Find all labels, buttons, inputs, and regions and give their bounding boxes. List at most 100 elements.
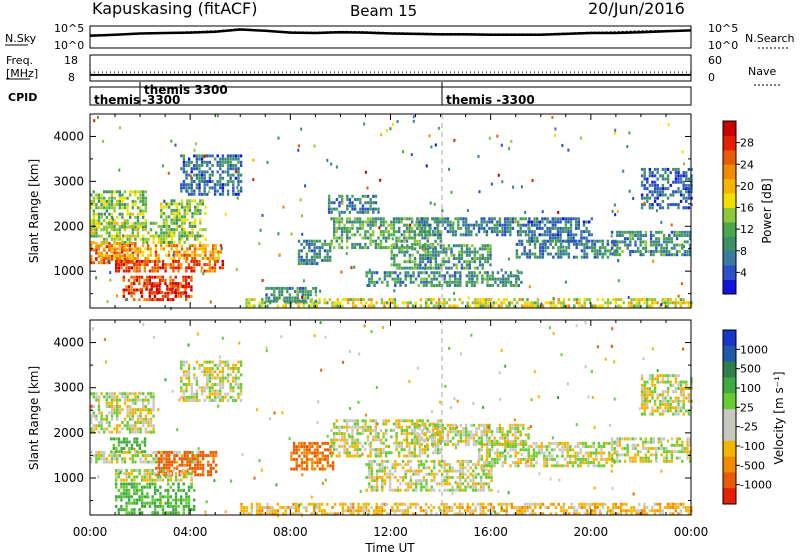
power-cell [400, 220, 403, 224]
velocity-cell [126, 424, 129, 428]
velocity-cell [190, 472, 193, 476]
power-cell [664, 167, 667, 171]
power-cell [643, 196, 646, 200]
power-cell [396, 120, 399, 124]
power-cell [180, 224, 184, 228]
power-cell [90, 234, 93, 238]
velocity-cell [208, 392, 212, 396]
power-cell [169, 307, 172, 311]
freq-label-bottom: [MHz] [6, 67, 38, 80]
velocity-cell [172, 469, 175, 472]
power-cell [190, 285, 193, 289]
velocity-cell [421, 451, 424, 455]
power-cell [187, 157, 191, 161]
power-cell [273, 299, 276, 303]
power-cell [130, 294, 133, 298]
power-cell [497, 173, 500, 177]
power-cell [103, 228, 106, 232]
power-cell [353, 217, 357, 221]
velocity-cell [413, 432, 416, 436]
velocity-cell [378, 509, 381, 513]
power-cell [583, 304, 586, 308]
power-cell [534, 304, 537, 308]
velocity-cell [201, 454, 205, 458]
power-cell [636, 250, 640, 253]
velocity-cell [346, 425, 349, 429]
power-cell [131, 257, 134, 260]
velocity-cell [297, 506, 300, 509]
velocity-cell [418, 444, 422, 448]
power-cell [557, 255, 560, 259]
velocity-cell [167, 478, 170, 482]
power-cell [434, 217, 437, 221]
velocity-cell [139, 392, 142, 396]
power-cell [186, 250, 189, 254]
power-cell [156, 298, 159, 302]
velocity-cell [567, 512, 571, 516]
power-cell [359, 217, 362, 221]
power-cell [196, 234, 199, 238]
power-cell [268, 301, 272, 305]
power-cell [280, 293, 284, 297]
velocity-cell [250, 509, 253, 513]
velocity-cell [305, 454, 309, 458]
power-cell [204, 247, 207, 251]
power-cell [175, 215, 179, 219]
power-cell [465, 284, 468, 287]
power-cell [677, 177, 680, 181]
power-cell [439, 246, 442, 250]
power-cell [478, 263, 482, 267]
velocity-cell [383, 502, 386, 506]
power-cell [528, 242, 532, 246]
velocity-cell [418, 448, 422, 452]
power-cell [191, 244, 194, 248]
power-cell [557, 252, 560, 256]
power-cell [501, 233, 504, 237]
power-cell [186, 205, 189, 209]
power-cell [162, 221, 166, 225]
velocity-cell [671, 502, 675, 506]
velocity-cell [208, 386, 212, 390]
velocity-cell [567, 506, 571, 509]
power-cell [519, 226, 522, 230]
power-cell [554, 242, 558, 246]
power-cell [362, 304, 365, 308]
power-cell [190, 269, 193, 273]
power-cell [182, 167, 186, 171]
power-cell [134, 248, 137, 252]
velocity-cell [146, 475, 149, 479]
velocity-cell [110, 401, 114, 405]
power-cell [250, 304, 253, 308]
power-cell [372, 223, 375, 227]
power-cell [509, 233, 512, 237]
power-cell [468, 250, 471, 254]
power-cell [97, 247, 100, 251]
power-cell [289, 304, 293, 308]
velocity-cell [146, 492, 149, 496]
velocity-cell [144, 457, 147, 461]
velocity-cell [194, 454, 197, 458]
power-cell [142, 225, 145, 229]
velocity-cell [146, 485, 149, 489]
power-cell [486, 274, 489, 278]
power-cell [374, 207, 378, 211]
power-cell [368, 284, 371, 287]
power-cell [306, 290, 310, 294]
power-cell [187, 266, 191, 270]
power-cell [533, 242, 537, 246]
power-cell [204, 212, 207, 216]
power-cell [559, 226, 562, 230]
power-cell [413, 223, 416, 227]
power-cell [185, 170, 188, 174]
velocity-cell [300, 502, 303, 506]
power-cell [447, 260, 451, 264]
power-cell [682, 171, 685, 175]
power-cell [370, 301, 373, 305]
power-cell [131, 234, 134, 238]
velocity-cell [159, 492, 162, 496]
power-cell [190, 170, 193, 174]
power-cell [261, 298, 264, 302]
power-cell [631, 237, 635, 241]
power-cell [261, 304, 264, 308]
velocity-cell [187, 498, 191, 502]
